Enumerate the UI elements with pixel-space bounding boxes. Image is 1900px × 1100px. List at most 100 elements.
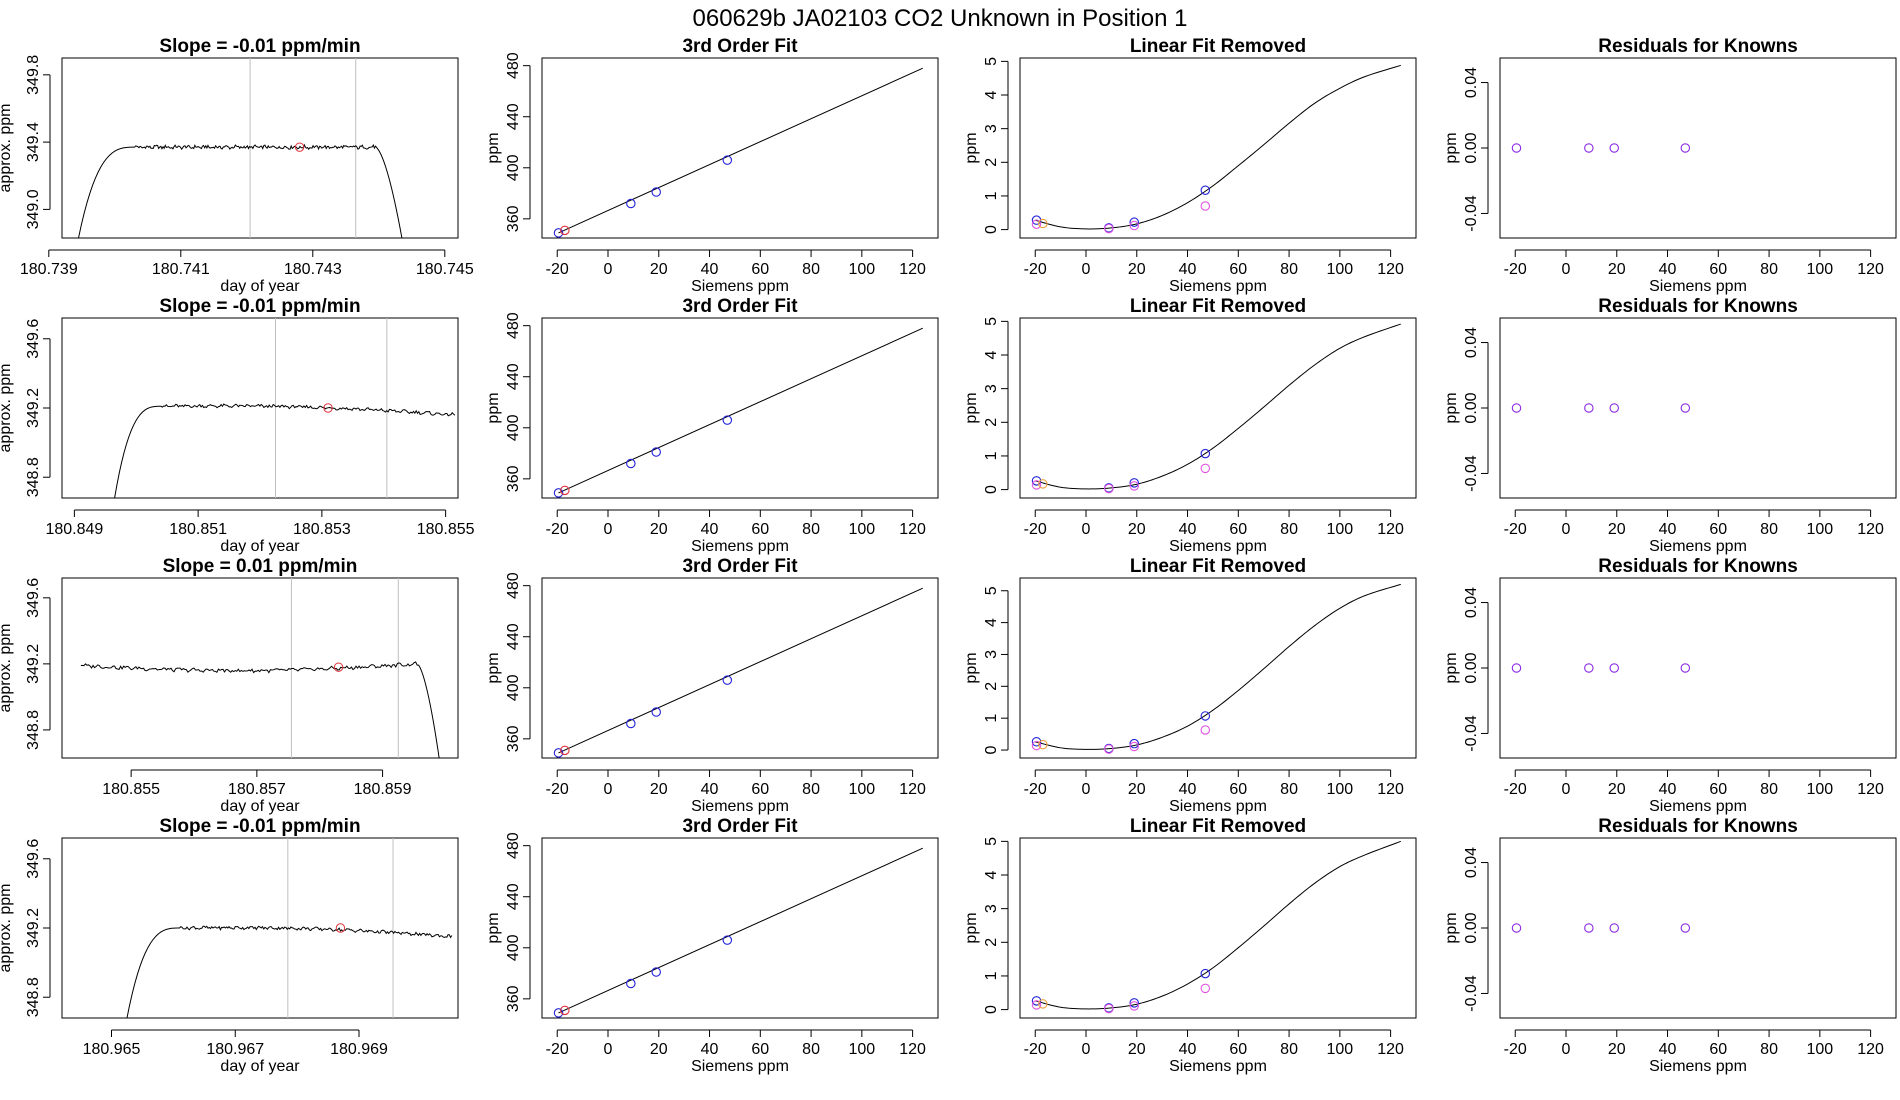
y-tick-label: 3 xyxy=(983,384,1000,393)
x-tick-label: 0 xyxy=(604,1041,613,1058)
x-tick-label: 60 xyxy=(751,261,769,278)
x-tick-label: -20 xyxy=(546,781,569,798)
y-tick-label: 349.8 xyxy=(25,55,42,95)
x-tick-label: 40 xyxy=(1179,521,1197,538)
x-axis-label: day of year xyxy=(220,1058,300,1075)
fit-line xyxy=(558,327,923,494)
data-point xyxy=(1200,711,1211,721)
data-point xyxy=(1129,478,1139,488)
plot-frame xyxy=(1019,837,1417,1019)
data-point xyxy=(1511,143,1522,153)
y-axis-label: ppm xyxy=(485,912,502,943)
x-tick-label: 20 xyxy=(1128,261,1146,278)
x-tick-label: -20 xyxy=(1504,261,1527,278)
data-point xyxy=(1031,996,1042,1006)
panel-title: Residuals for Knowns xyxy=(1598,296,1798,317)
fit-line xyxy=(558,67,923,234)
x-tick-label: -20 xyxy=(1024,521,1047,538)
y-axis-label: ppm xyxy=(1443,912,1460,943)
plot-frame xyxy=(1019,577,1417,759)
y-tick-label: 400 xyxy=(505,674,522,701)
data-point xyxy=(1511,403,1522,413)
x-tick-label: 180.969 xyxy=(330,1041,388,1058)
x-tick-label: 40 xyxy=(1179,1041,1197,1058)
data-point xyxy=(1104,483,1114,494)
sample-marker xyxy=(333,662,344,672)
x-tick-label: 20 xyxy=(1608,521,1626,538)
x-tick-label: 100 xyxy=(1326,521,1353,538)
y-tick-label: 4 xyxy=(983,90,1000,99)
y-tick-label: 440 xyxy=(505,883,522,910)
x-tick-label: -20 xyxy=(546,261,569,278)
x-tick-label: 80 xyxy=(1760,1041,1778,1058)
y-tick-label: 440 xyxy=(505,363,522,390)
y-tick-label: 4 xyxy=(983,618,1000,627)
x-tick-label: 40 xyxy=(701,1041,719,1058)
x-tick-label: 180.967 xyxy=(206,1041,264,1058)
plot-area xyxy=(126,838,453,1018)
plot-frame xyxy=(61,577,459,759)
y-tick-label: 0 xyxy=(983,1005,1000,1014)
x-tick-label: 100 xyxy=(848,261,875,278)
x-tick-label: 40 xyxy=(701,781,719,798)
y-axis-label: approx. ppm xyxy=(0,104,14,193)
x-tick-label: 120 xyxy=(1857,521,1884,538)
plot-frame xyxy=(1019,317,1417,499)
plot-area xyxy=(553,587,923,758)
concentration-trace xyxy=(126,925,453,1018)
x-tick-label: 80 xyxy=(1280,781,1298,798)
data-point xyxy=(1038,479,1048,489)
data-point xyxy=(560,225,570,236)
plot-area xyxy=(1511,403,1691,413)
y-tick-label: 400 xyxy=(505,154,522,181)
x-tick-label: 20 xyxy=(650,1041,668,1058)
x-tick-label: 120 xyxy=(899,781,926,798)
x-tick-label: 180.855 xyxy=(417,521,475,538)
panel-r2-trace: Slope = -0.01 ppm/min 180.849 180.851 180.8… xyxy=(0,296,475,555)
panel-title: 3rd Order Fit xyxy=(682,556,798,577)
data-point xyxy=(722,935,733,945)
x-tick-label: 100 xyxy=(848,781,875,798)
y-tick-label: 1 xyxy=(983,451,1000,460)
plot-area xyxy=(1511,923,1691,933)
plot-area xyxy=(78,58,403,238)
data-point xyxy=(1200,201,1211,211)
y-tick-label: 400 xyxy=(505,414,522,441)
y-tick-label: 440 xyxy=(505,103,522,130)
x-tick-label: 180.855 xyxy=(102,781,160,798)
x-axis-label: day of year xyxy=(220,278,300,295)
panel-grid: Slope = -0.01 ppm/min 180.739 180.741 180.7… xyxy=(0,36,1897,1075)
cubic-residual-curve xyxy=(1035,323,1401,490)
y-axis-label: ppm xyxy=(1443,652,1460,683)
y-tick-label: 3 xyxy=(983,650,1000,659)
x-tick-label: 0 xyxy=(1562,261,1571,278)
data-point xyxy=(1038,999,1048,1009)
y-tick-label: 480 xyxy=(505,312,522,339)
y-tick-label: 0.04 xyxy=(1463,847,1480,878)
y-tick-label: 2 xyxy=(983,938,1000,947)
y-tick-label: 0.00 xyxy=(1463,132,1480,163)
plot-area xyxy=(553,327,923,498)
x-tick-label: 180.741 xyxy=(152,261,210,278)
y-tick-label: -0.04 xyxy=(1463,975,1480,1012)
y-axis-label: ppm xyxy=(1443,392,1460,423)
data-point xyxy=(1038,218,1048,229)
panel-r1-fit: 3rd Order Fit -20 0 20 40 60 80 100 120 Siemens p… xyxy=(485,36,939,295)
x-tick-label: 80 xyxy=(1280,261,1298,278)
data-point xyxy=(1129,481,1139,491)
y-axis-label: ppm xyxy=(963,912,980,943)
panel-r2-fit: 3rd Order Fit -20 0 20 40 60 80 100 120 Siemens p… xyxy=(485,296,939,555)
x-tick-label: 40 xyxy=(1179,781,1197,798)
y-tick-label: 360 xyxy=(505,725,522,752)
x-axis-label: Siemens ppm xyxy=(1649,278,1747,295)
y-tick-label: 349.6 xyxy=(25,839,42,879)
y-tick-label: 0.04 xyxy=(1463,327,1480,358)
concentration-trace xyxy=(80,661,440,758)
y-axis-label: ppm xyxy=(485,132,502,163)
data-point xyxy=(626,978,636,989)
x-tick-label: 40 xyxy=(1659,261,1677,278)
x-tick-label: 100 xyxy=(1806,781,1833,798)
x-tick-label: 180.853 xyxy=(293,521,351,538)
panel-title: Linear Fit Removed xyxy=(1130,816,1306,837)
x-tick-label: 180.745 xyxy=(416,261,474,278)
